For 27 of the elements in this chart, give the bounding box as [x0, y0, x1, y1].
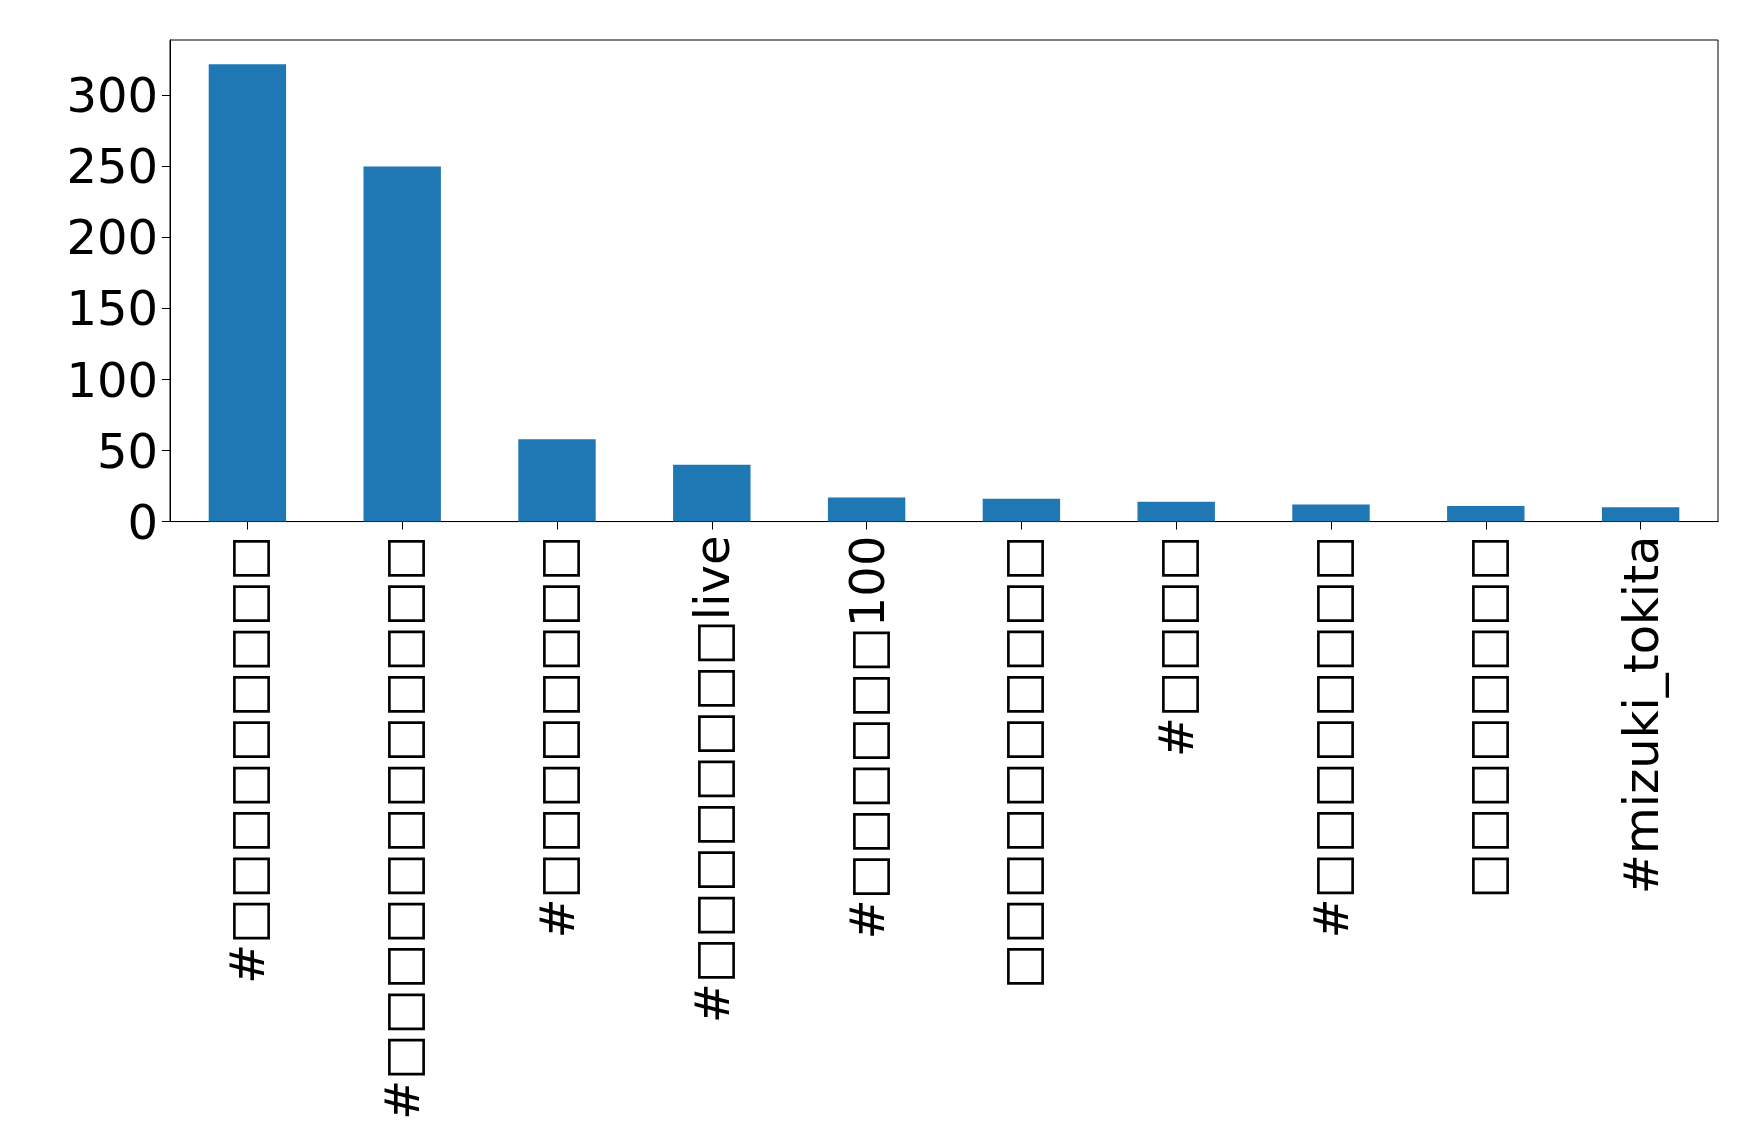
bar: [1137, 501, 1215, 522]
y-tick-label: 0: [127, 493, 158, 550]
bar: [1292, 504, 1370, 522]
x-tick-label: □□□□□□□□: [1457, 535, 1514, 899]
y-tick-label: 100: [66, 351, 158, 408]
y-tick-label: 50: [96, 422, 158, 479]
x-tick-label: #mizuki_tokita: [1612, 535, 1669, 895]
bar: [982, 498, 1061, 522]
bar: [208, 64, 287, 522]
x-tick-label: #□□□□□□□□: [529, 535, 585, 939]
x-tick-label: #□□□□□□□□□: [219, 535, 276, 984]
bar: [673, 464, 751, 522]
y-tick-label: 300: [66, 67, 158, 124]
x-tick-label: #□□□□□□□□□□□□: [374, 535, 431, 1120]
x-tick-label: #□□□□□□100: [838, 535, 895, 940]
bar: [1447, 505, 1525, 522]
bar: [518, 439, 596, 522]
x-tick-label: #□□□□□□□□live: [683, 535, 740, 1024]
x-tick-label: □□□□□□□□□□: [993, 535, 1050, 990]
bar: [1601, 507, 1680, 522]
bar: [827, 497, 906, 522]
bar: [363, 166, 441, 522]
y-tick-label: 250: [66, 138, 158, 195]
y-tick-label: 150: [66, 280, 158, 337]
x-tick-label: #□□□□□□□□: [1303, 535, 1359, 939]
y-tick-label: 200: [66, 209, 158, 266]
x-tick-label: #□□□□: [1148, 535, 1205, 758]
